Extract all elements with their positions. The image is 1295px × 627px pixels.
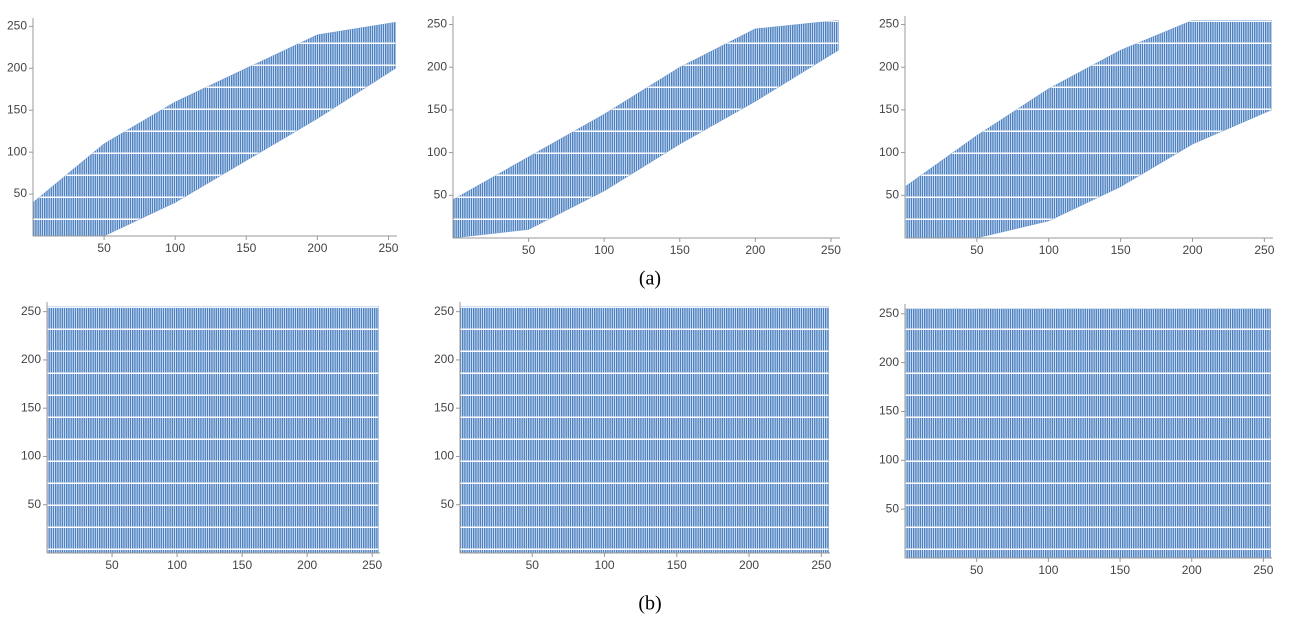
y-tick-label: 250 (21, 304, 41, 318)
x-tick-label: 100 (1039, 243, 1059, 257)
x-tick-label: 200 (745, 243, 765, 257)
x-tick-label: 150 (1111, 243, 1131, 257)
y-tick-label: 200 (879, 355, 899, 369)
x-tick-label: 250 (362, 558, 382, 572)
x-tick-label: 100 (165, 241, 185, 255)
y-tick-label: 50 (886, 187, 900, 201)
y-tick-label: 50 (28, 497, 42, 511)
x-tick-label: 50 (522, 243, 536, 257)
x-tick-label: 200 (307, 241, 327, 255)
x-tick-label: 150 (232, 558, 252, 572)
x-tick-label: 150 (236, 241, 256, 255)
y-tick-label: 150 (7, 102, 27, 116)
x-tick-label: 250 (811, 558, 831, 572)
caption: (a) (639, 268, 661, 290)
point-cloud (452, 19, 839, 239)
x-tick-label: 100 (594, 243, 614, 257)
y-tick-label: 150 (434, 400, 454, 414)
y-tick-label: 250 (434, 304, 454, 318)
y-tick-label: 150 (879, 404, 899, 418)
point-cloud (32, 21, 396, 237)
x-tick-label: 50 (526, 558, 540, 572)
y-tick-label: 50 (14, 186, 28, 200)
x-tick-label: 200 (1182, 563, 1202, 577)
y-tick-label: 200 (427, 59, 447, 73)
point-cloud (904, 19, 1272, 239)
y-tick-label: 200 (21, 352, 41, 366)
y-tick-label: 100 (879, 145, 899, 159)
x-tick-label: 50 (970, 563, 984, 577)
x-tick-label: 200 (297, 558, 317, 572)
y-tick-label: 200 (879, 59, 899, 73)
caption: (b) (638, 593, 661, 615)
y-tick-label: 200 (7, 60, 27, 74)
x-tick-label: 50 (970, 243, 984, 257)
y-tick-label: 150 (427, 102, 447, 116)
point-cloud (46, 306, 379, 554)
x-tick-label: 250 (378, 241, 398, 255)
y-tick-label: 200 (434, 352, 454, 366)
x-tick-label: 50 (97, 241, 111, 255)
y-tick-label: 100 (879, 452, 899, 466)
x-tick-label: 250 (821, 243, 841, 257)
y-tick-label: 100 (434, 449, 454, 463)
x-tick-label: 100 (595, 558, 615, 572)
point-cloud (459, 306, 829, 554)
point-cloud (904, 308, 1271, 559)
x-tick-label: 250 (1254, 243, 1274, 257)
x-tick-label: 150 (1110, 563, 1130, 577)
y-tick-label: 250 (879, 306, 899, 320)
x-tick-label: 200 (739, 558, 759, 572)
y-tick-label: 250 (427, 17, 447, 31)
y-tick-label: 250 (7, 19, 27, 33)
y-tick-label: 100 (21, 449, 41, 463)
y-tick-label: 50 (886, 501, 900, 515)
y-tick-label: 250 (879, 17, 899, 31)
y-tick-label: 100 (427, 145, 447, 159)
x-tick-label: 100 (167, 558, 187, 572)
x-tick-label: 100 (1038, 563, 1058, 577)
x-tick-label: 150 (670, 243, 690, 257)
x-tick-label: 50 (105, 558, 119, 572)
x-tick-label: 250 (1253, 563, 1273, 577)
y-tick-label: 50 (434, 187, 448, 201)
x-tick-label: 150 (667, 558, 687, 572)
y-tick-label: 150 (879, 102, 899, 116)
y-tick-label: 100 (7, 144, 27, 158)
x-tick-label: 200 (1182, 243, 1202, 257)
y-tick-label: 150 (21, 400, 41, 414)
y-tick-label: 50 (441, 497, 455, 511)
